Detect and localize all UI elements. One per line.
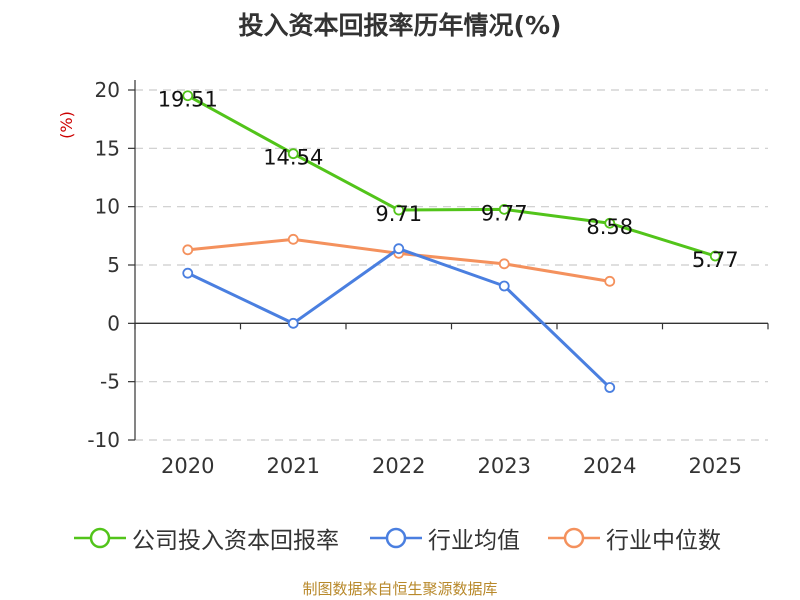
- legend-item-industry-avg[interactable]: 行业均值: [370, 520, 520, 556]
- data-point: [709, 250, 721, 262]
- data-label: 8.58: [586, 215, 633, 239]
- x-tick-label: 2021: [267, 454, 320, 478]
- data-point: [182, 244, 194, 256]
- data-point: [604, 275, 616, 287]
- legend-label: 行业中位数: [606, 528, 721, 554]
- series-industry-median: [182, 233, 616, 287]
- series-industry-avg: [182, 243, 616, 393]
- chart-title: 投入资本回报率历年情况(%): [238, 11, 562, 40]
- data-point: [604, 382, 616, 393]
- y-tick-label: 0: [107, 311, 120, 335]
- y-tick-label: 15: [95, 136, 120, 160]
- x-tick-label: 2024: [583, 454, 636, 478]
- data-point: [287, 233, 299, 245]
- legend-item-company[interactable]: 公司投入资本回报率: [74, 520, 339, 556]
- data-point: [498, 203, 510, 215]
- series-line: [187, 94, 716, 258]
- data-point: [287, 148, 299, 160]
- data-label: 9.71: [375, 202, 422, 226]
- data-point: [182, 90, 194, 102]
- data-label-layer: 19.51 14.54 9.71 9.77 8.58 5.77: [158, 88, 739, 272]
- data-point: [604, 217, 616, 229]
- legend: 公司投入资本回报率 行业均值 行业中位数: [0, 520, 800, 556]
- x-tick-label: 2023: [478, 454, 531, 478]
- data-point: [393, 204, 405, 216]
- y-tick-label: 10: [95, 195, 120, 219]
- x-tick-label: 2022: [372, 454, 425, 478]
- legend-line-marker-icon: [74, 527, 126, 549]
- legend-line-marker-icon: [548, 527, 600, 549]
- data-label: 5.77: [692, 248, 739, 272]
- legend-line-marker-icon: [370, 527, 422, 549]
- data-point: [182, 267, 194, 279]
- data-point: [498, 280, 510, 292]
- y-tick-label: 20: [95, 78, 120, 102]
- source-footer: 制图数据来自恒生聚源数据库: [302, 580, 498, 598]
- y-tick-label: -5: [100, 370, 120, 394]
- line-chart: 20 15 10 5 0 -5 -10 (%) 2020 2021 2022 2023 2024 2025…: [57, 78, 769, 478]
- axis-layer: 20 15 10 5 0 -5 -10 (%) 2020 2021 2022 2023 2024 2025: [57, 78, 769, 478]
- data-label: 19.51: [158, 88, 218, 112]
- data-label: 14.54: [263, 146, 323, 170]
- series-layer: [182, 90, 721, 393]
- grid-layer: [135, 89, 768, 441]
- data-label: 9.77: [481, 201, 528, 225]
- legend-label: 公司投入资本回报率: [132, 528, 339, 554]
- data-point: [287, 317, 299, 329]
- y-tick-label: -10: [87, 428, 120, 452]
- x-tick-label: 2020: [161, 454, 214, 478]
- series-company: [182, 90, 721, 262]
- y-axis-unit-label: (%): [57, 111, 76, 139]
- legend-item-industry-median[interactable]: 行业中位数: [548, 520, 721, 556]
- legend-label: 行业均值: [428, 528, 520, 554]
- x-tick-label: 2025: [689, 454, 742, 478]
- data-point: [393, 243, 405, 255]
- data-point: [498, 258, 510, 270]
- y-tick-label: 5: [107, 253, 120, 277]
